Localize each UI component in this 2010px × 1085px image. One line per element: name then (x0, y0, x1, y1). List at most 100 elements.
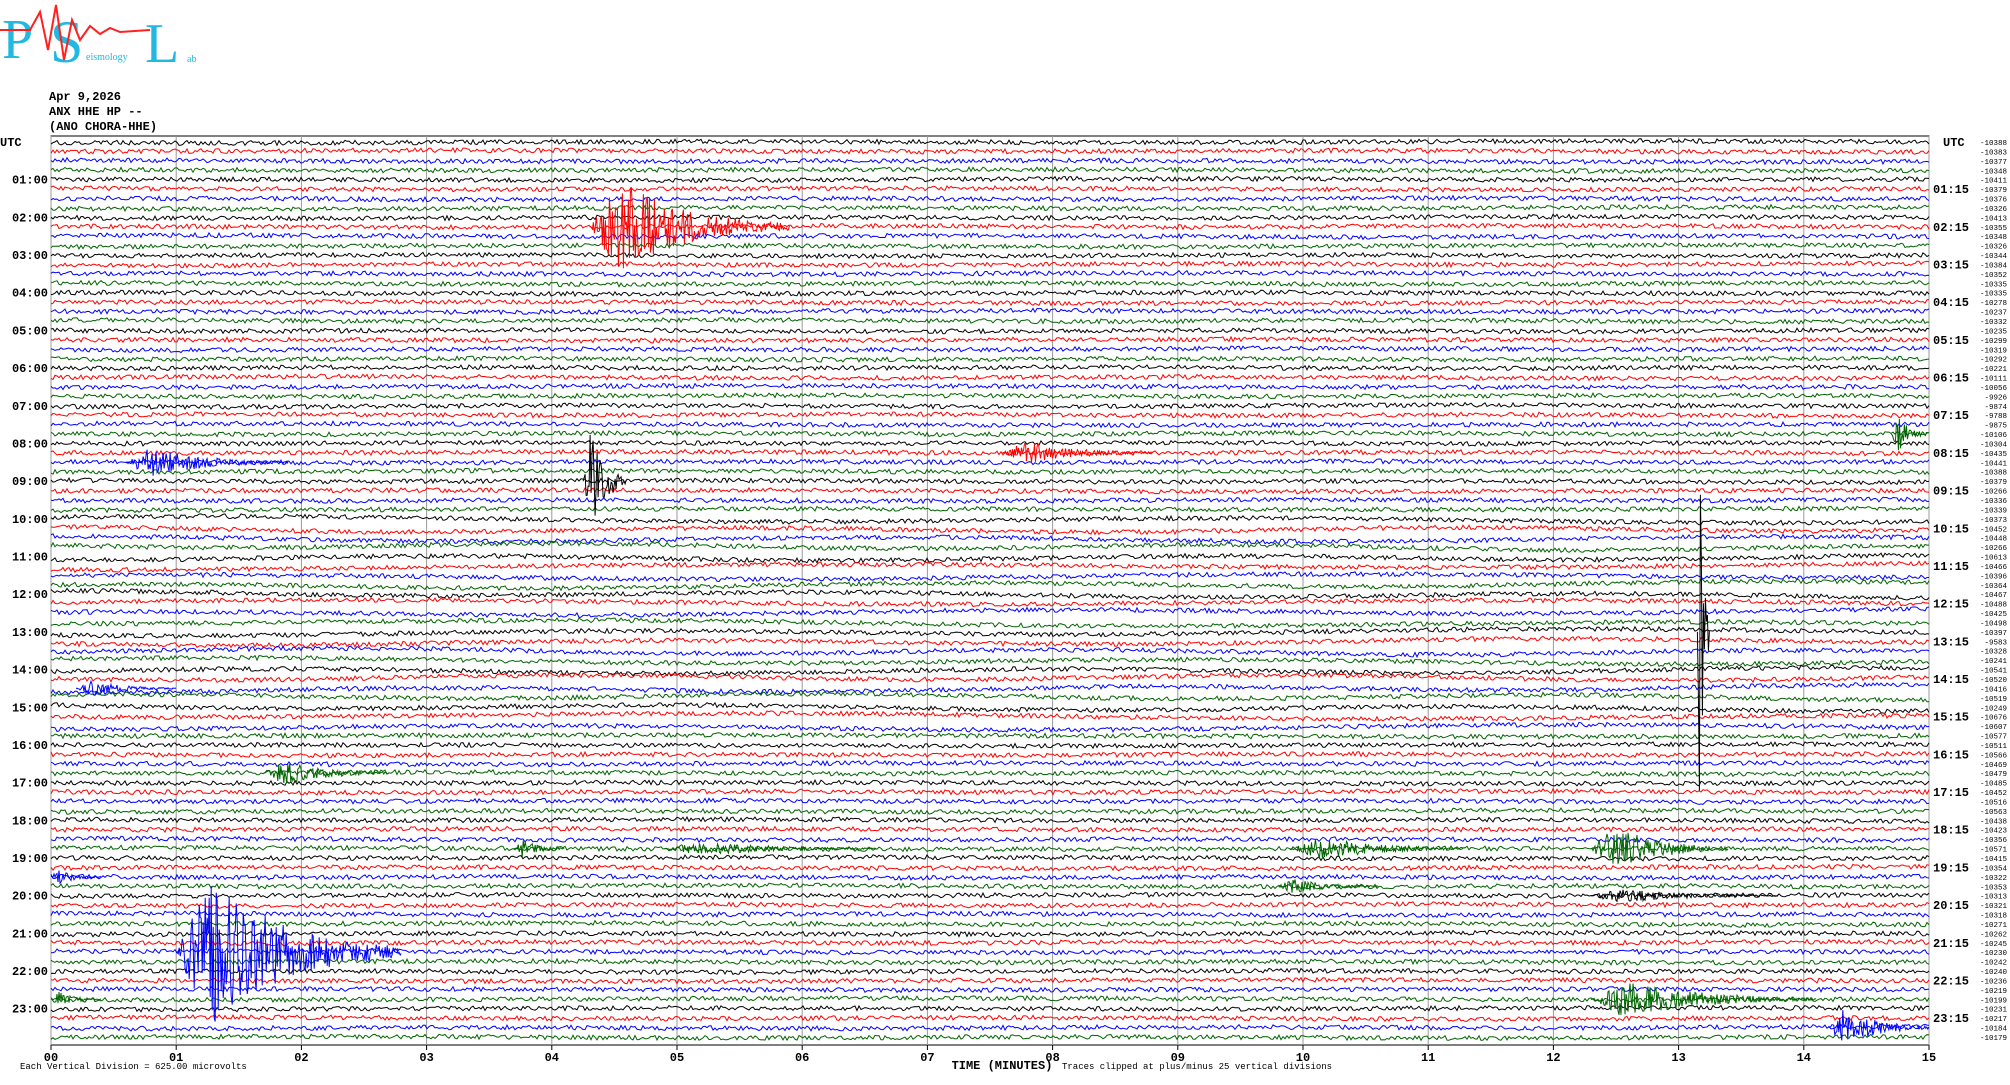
trace (50, 316, 1930, 325)
row-offset: -10355 (1980, 225, 2008, 233)
trace (50, 260, 1930, 269)
trace (50, 279, 1930, 288)
row-offset: -10607 (1980, 724, 2007, 732)
row-offset: -10452 (1980, 790, 2007, 798)
x-tick-label: 11 (1421, 1051, 1435, 1065)
row-offset: -10469 (1980, 762, 2007, 770)
row-offset: -10613 (1980, 555, 2008, 563)
row-offset: -10262 (1980, 931, 2007, 939)
logo-word: ab (187, 54, 196, 65)
trace (50, 741, 1930, 750)
trace (50, 1004, 1930, 1013)
x-tick-label: 12 (1546, 1051, 1560, 1065)
seismic-event (514, 840, 565, 858)
header-line: (ANO CHORA-HHE) (49, 120, 157, 134)
right-time-label: 16:15 (1933, 748, 1969, 762)
trace (50, 797, 1930, 806)
right-time-label: 20:15 (1933, 899, 1969, 913)
row-offset: -10563 (1980, 809, 2008, 817)
left-time-label: 16:00 (12, 739, 48, 753)
row-offset: -10452 (1980, 526, 2007, 534)
trace (50, 701, 1930, 715)
row-offset: -10326 (1980, 206, 2008, 214)
row-offset: -10379 (1980, 187, 2007, 195)
left-time-label: 18:00 (12, 814, 48, 828)
row-offset: -10230 (1980, 950, 2008, 958)
right-time-label: 21:15 (1933, 937, 1969, 951)
left-time-label: 23:00 (12, 1003, 48, 1017)
row-offset: -10384 (1980, 262, 2008, 270)
right-time-label: 09:15 (1933, 485, 1969, 499)
logo-word: eismology (86, 52, 128, 63)
trace (50, 957, 1930, 966)
x-tick-label: 10 (1296, 1051, 1310, 1065)
row-offset: -10577 (1980, 734, 2007, 742)
x-tick-label: 03 (419, 1051, 433, 1065)
trace (50, 995, 1930, 1004)
row-offset: -10566 (1980, 752, 2008, 760)
row-offset: -10435 (1980, 451, 2008, 459)
seismic-event (1696, 494, 1710, 791)
row-offset: -10237 (1980, 310, 2007, 318)
trace (51, 731, 1930, 740)
left-time-label: 20:00 (12, 890, 48, 904)
trace (50, 411, 1930, 420)
row-offset: -10520 (1980, 677, 2008, 685)
row-offset: -10179 (1980, 1035, 2007, 1043)
row-offset: -10383 (1980, 149, 2008, 157)
left-time-label: 17:00 (12, 777, 48, 791)
trace (50, 533, 1930, 545)
trace (50, 540, 1929, 553)
left-time-label: 01:00 (12, 174, 48, 188)
left-time-label: 02:00 (12, 211, 48, 225)
row-offset: -10376 (1980, 197, 2008, 205)
grid (50, 135, 1930, 1050)
right-time-label: 18:15 (1933, 824, 1969, 838)
trace (50, 891, 1930, 900)
labels: 00 01 02 03 04 05 06 07 08 09 10 11 12 13 14 15 01:00 02:… (12, 140, 2008, 1065)
row-offset: -10304 (1980, 441, 2008, 449)
right-time-label: 22:15 (1933, 974, 1969, 988)
events (50, 187, 1930, 1041)
seismic-event (582, 434, 627, 516)
traces (50, 137, 1930, 1042)
x-tick-label: 00 (44, 1051, 58, 1065)
right-time-label: 04:15 (1933, 296, 1969, 310)
right-time-label: 15:15 (1933, 711, 1969, 725)
row-offset: -10106 (1980, 432, 2008, 440)
logo-wave (0, 4, 151, 61)
trace (50, 787, 1930, 796)
row-offset: -10056 (1980, 385, 2008, 393)
trace (50, 947, 1930, 956)
right-time-label: 10:15 (1933, 522, 1969, 536)
trace (50, 1014, 1930, 1023)
row-offset: -10339 (1980, 507, 2007, 515)
row-offset: -10245 (1980, 941, 2008, 949)
seismic-event (1828, 1010, 1930, 1041)
row-offset: -10217 (1980, 1016, 2007, 1024)
left-time-label: 04:00 (12, 287, 48, 301)
row-offset: -10231 (1980, 1007, 2008, 1015)
row-offset: -10411 (1980, 178, 2008, 186)
trace (50, 222, 1930, 231)
row-offset: -10467 (1980, 592, 2007, 600)
row-offset: -10356 (1980, 837, 2008, 845)
row-offset: -10184 (1980, 1026, 2008, 1034)
seismic-event (176, 885, 402, 1022)
row-offset: -10236 (1980, 978, 2008, 986)
row-offset: -10348 (1980, 168, 2007, 176)
trace (50, 967, 1930, 976)
seismic-event (589, 187, 790, 269)
left-time-label: 06:00 (12, 362, 48, 376)
trace (50, 815, 1930, 825)
trace (50, 853, 1930, 862)
row-offset: -10240 (1980, 969, 2008, 977)
row-offset: -9926 (1984, 394, 2007, 402)
right-time-label: 14:15 (1933, 673, 1969, 687)
trace (50, 587, 1930, 601)
row-offset: -10299 (1980, 338, 2007, 346)
trace (50, 373, 1930, 382)
row-offset: -10397 (1980, 630, 2007, 638)
trace (50, 477, 1930, 486)
